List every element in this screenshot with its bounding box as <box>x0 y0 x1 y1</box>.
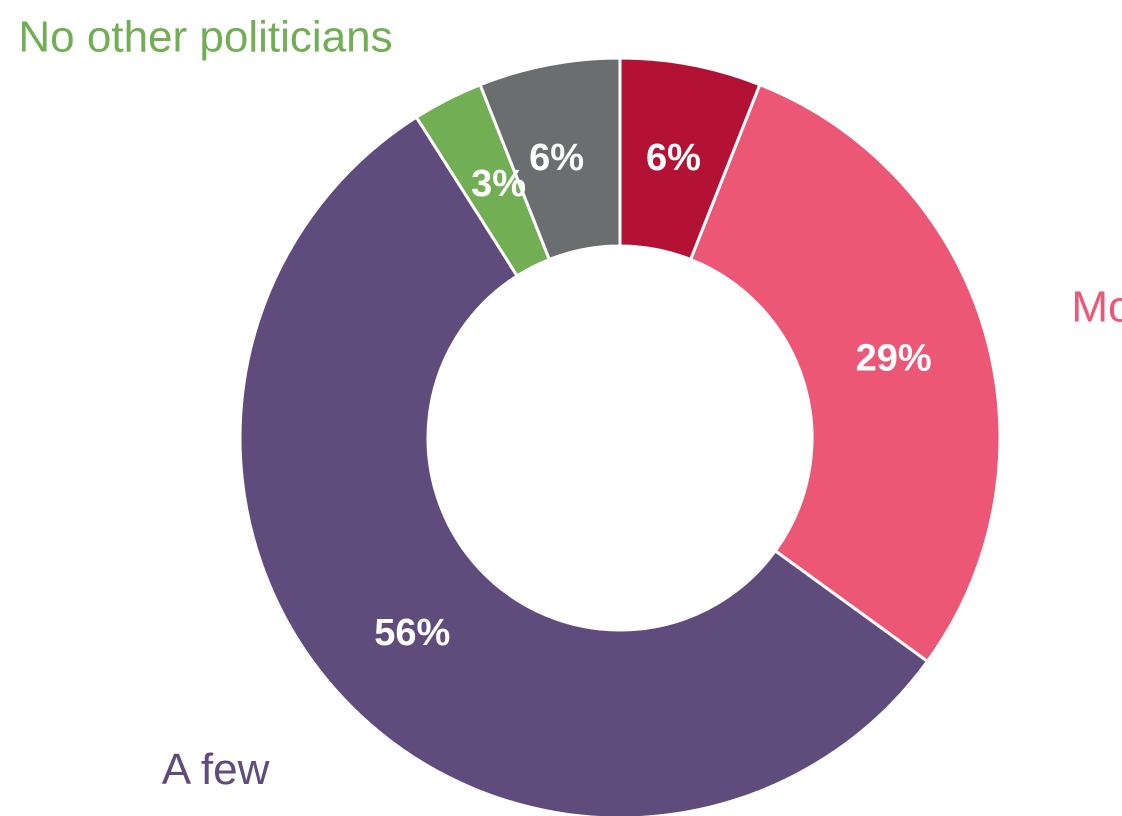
category-label-a-few: A few <box>162 745 270 794</box>
value-label-most: 29% <box>856 337 932 379</box>
slice-value-labels: 6%29%56%3%6% <box>374 137 932 654</box>
value-label-no-other-politicians: 3% <box>471 163 526 205</box>
slice-don-t-know <box>478 56 622 262</box>
value-label-don-t-know: 6% <box>529 137 584 179</box>
category-label-no-other-politicians: No other politicians <box>18 13 392 62</box>
category-label-all: All <box>766 0 815 3</box>
donut-slices <box>238 56 1002 816</box>
slice-a-few <box>238 115 930 816</box>
value-label-a-few: 56% <box>374 612 450 654</box>
slice-most <box>688 82 1002 664</box>
value-label-all: 6% <box>646 137 701 179</box>
category-label-most: Most <box>1071 282 1122 331</box>
